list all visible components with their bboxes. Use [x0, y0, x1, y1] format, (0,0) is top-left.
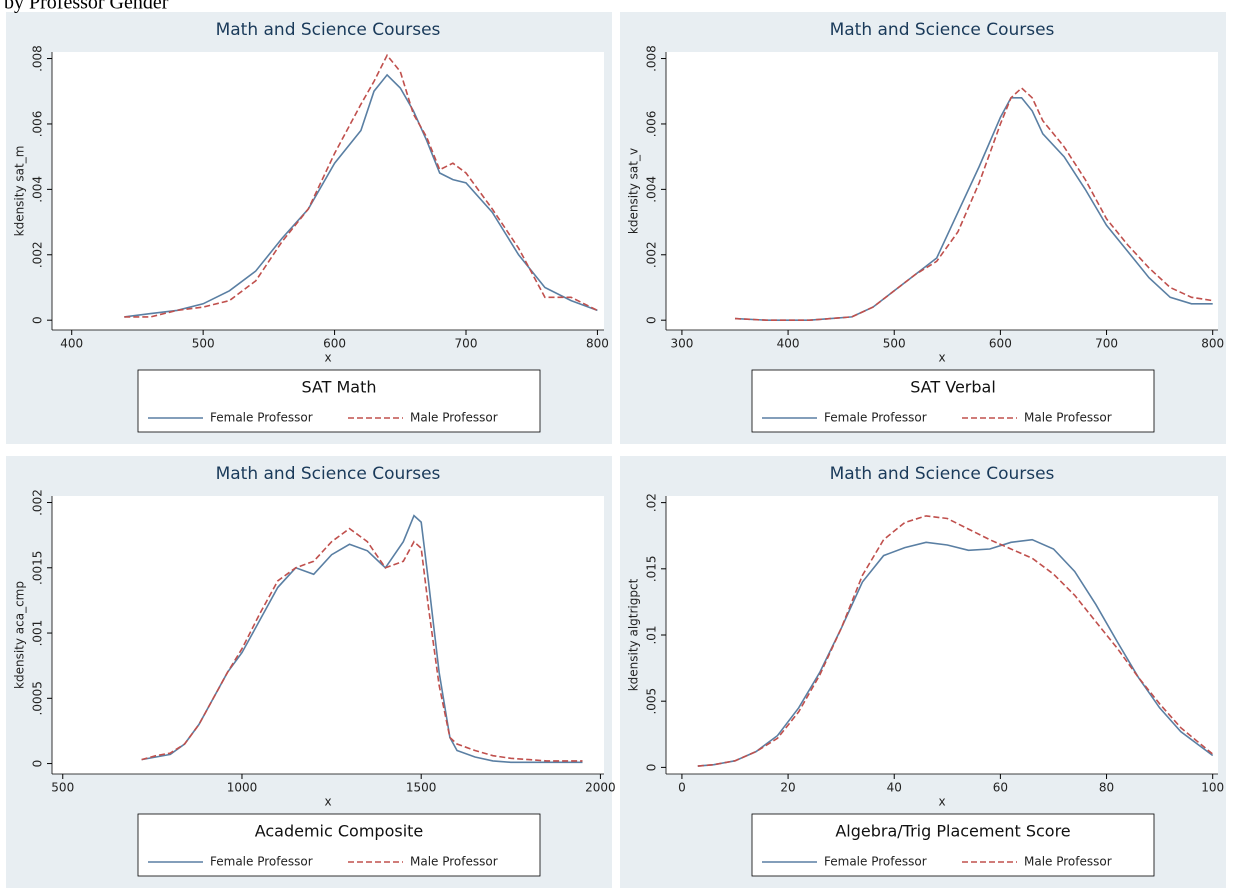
y-tick-label: .01: [645, 625, 659, 644]
x-tick-label: 600: [323, 337, 346, 351]
legend-label: Female Professor: [824, 411, 927, 425]
x-tick-label: 40: [887, 781, 902, 795]
y-tick-label: 0: [31, 760, 45, 768]
x-tick-label: 300: [670, 337, 693, 351]
y-axis-label: kdensity sat_v: [627, 148, 641, 234]
legend-title: Academic Composite: [255, 822, 424, 841]
legend-label: Male Professor: [410, 411, 498, 425]
y-tick-label: .02: [645, 493, 659, 512]
x-tick-label: 400: [60, 337, 83, 351]
x-tick-label: 100: [1201, 781, 1224, 795]
page-title: by Professor Gender: [4, 0, 169, 14]
x-tick-label: 400: [777, 337, 800, 351]
legend-title: Algebra/Trig Placement Score: [835, 822, 1070, 841]
chart-title: Math and Science Courses: [216, 20, 441, 40]
x-tick-label: 60: [993, 781, 1008, 795]
y-tick-label: .002: [31, 489, 45, 516]
y-axis-label: kdensity sat_m: [13, 146, 27, 237]
y-tick-label: .015: [645, 555, 659, 582]
y-tick-label: .006: [645, 111, 659, 138]
y-tick-label: .004: [31, 176, 45, 203]
y-tick-label: .002: [31, 241, 45, 268]
x-tick-label: 700: [1095, 337, 1118, 351]
y-tick-label: .0015: [31, 551, 45, 585]
legend-label: Male Professor: [1024, 411, 1112, 425]
legend: [137, 813, 541, 877]
x-tick-label: 1500: [406, 781, 437, 795]
x-axis-label: x: [324, 351, 331, 365]
x-tick-label: 500: [192, 337, 215, 351]
series-line: [124, 53, 598, 318]
chart-title: Math and Science Courses: [830, 20, 1055, 40]
y-tick-label: .001: [31, 620, 45, 647]
legend-label: Male Professor: [410, 855, 498, 869]
x-tick-label: 500: [51, 781, 74, 795]
y-tick-label: 0: [645, 316, 659, 324]
series-line: [124, 73, 598, 318]
y-tick-label: .004: [645, 176, 659, 203]
series-line: [141, 527, 583, 762]
y-axis-label: kdensity aca_cmp: [13, 581, 27, 689]
legend-title: SAT Verbal: [910, 378, 996, 397]
x-tick-label: 20: [780, 781, 795, 795]
x-axis-label: x: [938, 351, 945, 365]
legend-title: SAT Math: [301, 378, 376, 397]
legend: [751, 369, 1155, 433]
plot-area: [666, 496, 1218, 774]
x-tick-label: 800: [1201, 337, 1224, 351]
legend-label: Male Professor: [1024, 855, 1112, 869]
x-tick-label: 500: [883, 337, 906, 351]
y-tick-label: .006: [31, 111, 45, 138]
y-axis-label: kdensity algtrigpct: [627, 578, 641, 691]
x-axis-label: x: [938, 795, 945, 809]
x-tick-label: 700: [455, 337, 478, 351]
y-tick-label: .008: [31, 45, 45, 72]
x-tick-label: 2000: [585, 781, 616, 795]
y-tick-label: .0005: [31, 681, 45, 715]
plot-area: [666, 52, 1218, 330]
plot-area: [52, 52, 604, 330]
x-tick-label: 800: [586, 337, 609, 351]
y-tick-label: 0: [645, 764, 659, 772]
series-line: [734, 86, 1213, 321]
y-tick-label: 0: [31, 316, 45, 324]
y-tick-label: .005: [645, 688, 659, 715]
series-line: [697, 538, 1214, 767]
y-tick-label: .008: [645, 45, 659, 72]
legend-label: Female Professor: [210, 855, 313, 869]
legend: [137, 369, 541, 433]
x-tick-label: 1000: [227, 781, 258, 795]
y-tick-label: .002: [645, 241, 659, 268]
x-tick-label: 600: [989, 337, 1012, 351]
plot-area: [52, 496, 604, 774]
x-axis-label: x: [324, 795, 331, 809]
chart-title: Math and Science Courses: [830, 464, 1055, 484]
legend-label: Female Professor: [824, 855, 927, 869]
chart-title: Math and Science Courses: [216, 464, 441, 484]
x-tick-label: 0: [678, 781, 686, 795]
legend-label: Female Professor: [210, 411, 313, 425]
series-line: [697, 515, 1214, 767]
legend: [751, 813, 1155, 877]
x-tick-label: 80: [1099, 781, 1114, 795]
